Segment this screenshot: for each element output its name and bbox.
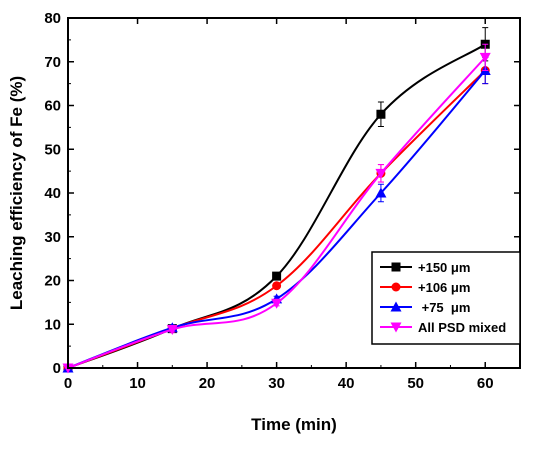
data-point-3 [166, 325, 178, 335]
y-tick-label: 50 [44, 141, 61, 158]
x-tick-label: 60 [477, 375, 494, 392]
plot-marks [62, 27, 491, 374]
x-tick-label: 20 [199, 375, 216, 392]
y-tick-label: 20 [44, 273, 61, 290]
x-tick-label: 40 [338, 375, 355, 392]
y-tick-label: 70 [44, 54, 61, 71]
series-line-2 [67, 69, 486, 369]
data-point-3 [271, 298, 283, 309]
legend-marker [390, 322, 402, 333]
legend-marker [391, 282, 401, 292]
data-point-3 [479, 52, 491, 63]
x-tick-label: 50 [407, 375, 424, 392]
legend-label: +75 μm [418, 300, 470, 315]
legend-marker [390, 301, 402, 312]
y-tick-label: 0 [53, 360, 61, 377]
data-point-2 [375, 187, 387, 198]
axis-ticks: 0 10 20 30 40 50 60 0 10 20 30 40 50 60 70 80 [44, 10, 520, 392]
legend: +150 μm +106 μm +75 μm All PSD mixed [371, 251, 521, 345]
x-tick-label: 10 [129, 375, 146, 392]
data-point-0 [376, 109, 386, 119]
data-point-1 [272, 281, 282, 291]
legend-label: +150 μm [418, 260, 470, 275]
data-point-0 [272, 271, 282, 281]
x-tick-label: 30 [268, 375, 285, 392]
y-tick-label: 10 [44, 316, 61, 333]
y-tick-label: 60 [44, 98, 61, 115]
data-point-3 [375, 168, 387, 179]
x-axis-title: Time (min) [251, 415, 337, 434]
legend-label: +106 μm [418, 280, 470, 295]
legend-label: All PSD mixed [418, 320, 506, 335]
y-tick-label: 30 [44, 229, 61, 246]
y-tick-label: 80 [44, 10, 61, 27]
y-axis-title: Leaching efficiency of Fe (%) [7, 76, 26, 310]
legend-marker [391, 262, 401, 272]
x-tick-label: 0 [64, 375, 72, 392]
series-line-3 [67, 56, 486, 369]
y-tick-label: 40 [44, 185, 61, 202]
